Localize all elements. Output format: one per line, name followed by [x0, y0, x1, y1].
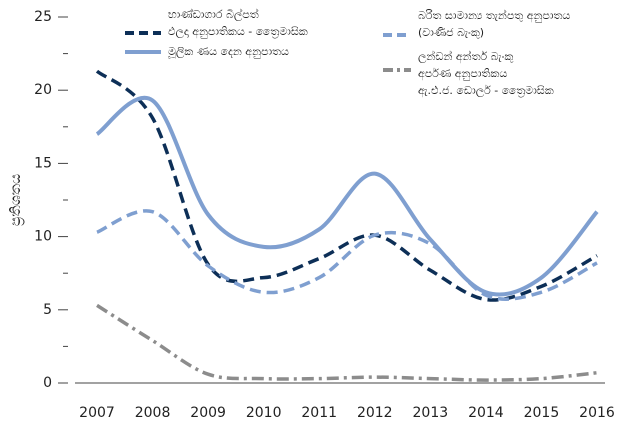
y-tick-label: 15 [34, 155, 52, 171]
y-tick-label: 10 [34, 229, 52, 245]
x-tick-label: 2014 [468, 405, 504, 421]
series-line [96, 209, 598, 301]
y-tick-label: 20 [34, 82, 52, 98]
legend-label: මූලික ණය දෙන අනුපාතය [168, 45, 289, 58]
x-tick-label: 2007 [79, 405, 115, 421]
x-tick-label: 2009 [190, 405, 226, 421]
y-tick-label: 25 [34, 9, 52, 25]
y-tick-label: 5 [43, 302, 52, 318]
x-tick-label: 2012 [357, 405, 393, 421]
series-line [96, 303, 598, 382]
legend-label: බරිත සාමාන්‍ය තැන්පතු අනුපාතය (වාණිජ බැං… [418, 9, 571, 39]
x-tick-label: 2013 [413, 405, 449, 421]
y-tick-label: 0 [43, 375, 52, 391]
legend-label: භාණ්ඩාගාර බිල්පත් ඵලදා අනුපාතිකය - ත්‍රෛ… [168, 8, 308, 38]
legend-label: ලන්ඩන් අන්තර් බැංකු අර්පණ අනුපාතිකය ඇ.එ.… [418, 50, 554, 97]
x-tick-label: 2010 [246, 405, 282, 421]
series-line [95, 95, 599, 297]
x-tick-label: 2015 [524, 405, 560, 421]
series-line [95, 69, 598, 302]
x-tick-label: 2016 [579, 405, 615, 421]
x-tick-label: 2008 [135, 405, 171, 421]
x-tick-label: 2011 [301, 405, 337, 421]
y-axis-label: ප්‍රතිශතය [8, 174, 25, 226]
